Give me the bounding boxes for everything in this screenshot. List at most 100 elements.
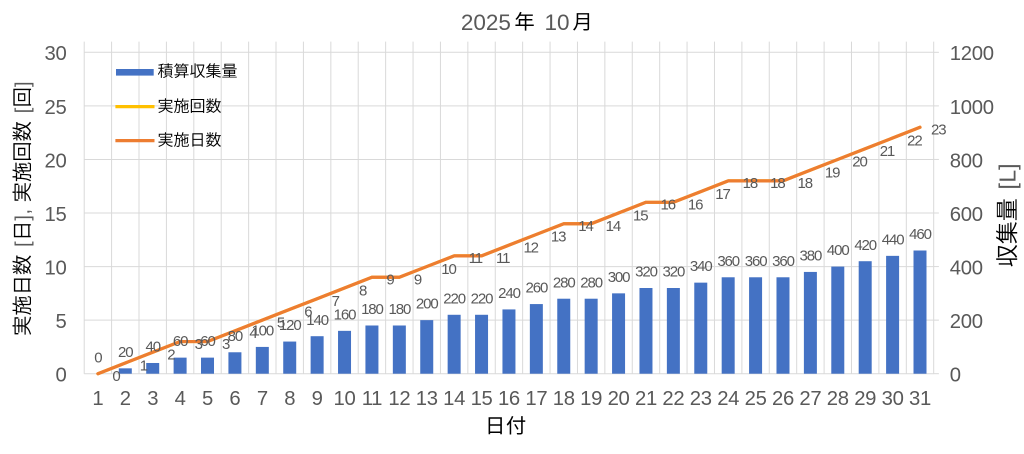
svg-text:4: 4: [249, 325, 257, 342]
svg-text:[: [: [994, 182, 1020, 189]
svg-text:1000: 1000: [950, 97, 994, 119]
svg-text:420: 420: [854, 237, 876, 254]
svg-text:7: 7: [257, 388, 268, 410]
svg-text:25: 25: [45, 97, 67, 119]
svg-text:30: 30: [45, 43, 67, 65]
svg-text:26: 26: [772, 388, 794, 410]
svg-text:14: 14: [443, 388, 465, 410]
svg-text:2: 2: [120, 388, 131, 410]
svg-text:5: 5: [56, 311, 67, 333]
svg-text:9: 9: [386, 272, 394, 289]
svg-text:0: 0: [94, 349, 102, 366]
svg-text:460: 460: [909, 226, 931, 243]
svg-text:20: 20: [852, 154, 867, 171]
svg-text:280: 280: [580, 274, 602, 291]
svg-text:18: 18: [770, 175, 785, 192]
svg-text:[: [: [13, 241, 35, 247]
svg-text:0: 0: [557, 10, 570, 35]
svg-text:6: 6: [304, 304, 312, 321]
svg-text:5: 5: [498, 10, 511, 35]
svg-text:28: 28: [827, 388, 849, 410]
svg-text:24: 24: [717, 388, 739, 410]
svg-text:11: 11: [362, 388, 382, 410]
svg-text:10: 10: [334, 388, 356, 410]
svg-text:31: 31: [909, 388, 931, 410]
svg-text:800: 800: [950, 150, 983, 172]
svg-text:40: 40: [145, 339, 160, 356]
svg-text:4: 4: [175, 388, 186, 410]
svg-text:440: 440: [882, 231, 904, 248]
svg-text:L: L: [994, 170, 1020, 183]
svg-text:260: 260: [525, 280, 547, 297]
svg-text:9: 9: [312, 388, 323, 410]
svg-text:2: 2: [486, 10, 499, 35]
svg-text:240: 240: [498, 285, 520, 302]
svg-text:320: 320: [663, 264, 685, 281]
svg-text:400: 400: [827, 242, 849, 259]
svg-text:60: 60: [173, 333, 188, 350]
svg-text:15: 15: [45, 204, 67, 226]
svg-text:]: ]: [13, 81, 35, 87]
svg-text:3: 3: [147, 388, 158, 410]
svg-text:9: 9: [414, 272, 422, 289]
svg-text:16: 16: [688, 197, 703, 214]
svg-text:10: 10: [441, 261, 456, 278]
svg-text:360: 360: [772, 253, 794, 270]
svg-text:17: 17: [525, 388, 547, 410]
svg-text:6: 6: [229, 388, 240, 410]
svg-text:18: 18: [553, 388, 575, 410]
svg-text:12: 12: [523, 239, 538, 256]
svg-text:220: 220: [443, 290, 465, 307]
svg-text:220: 220: [471, 290, 493, 307]
svg-text:280: 280: [553, 274, 575, 291]
svg-text:380: 380: [800, 248, 822, 265]
svg-text:22: 22: [907, 132, 922, 149]
svg-text:60: 60: [200, 333, 215, 350]
svg-text:23: 23: [690, 388, 712, 410]
svg-text:[: [: [13, 107, 35, 113]
svg-text:160: 160: [334, 306, 356, 323]
svg-text:1: 1: [544, 10, 557, 35]
svg-text:25: 25: [745, 388, 767, 410]
svg-text:0: 0: [473, 10, 486, 35]
svg-text:18: 18: [797, 175, 812, 192]
svg-text:360: 360: [717, 253, 739, 270]
svg-text:7: 7: [332, 293, 340, 310]
svg-text:]: ]: [13, 215, 35, 221]
svg-text:5: 5: [277, 314, 285, 331]
svg-text:320: 320: [635, 264, 657, 281]
svg-text:13: 13: [416, 388, 438, 410]
svg-text:300: 300: [608, 269, 630, 286]
svg-text:340: 340: [690, 258, 712, 275]
svg-text:,: ,: [13, 209, 35, 215]
svg-text:22: 22: [662, 388, 684, 410]
svg-text:19: 19: [825, 164, 840, 181]
svg-text:14: 14: [578, 218, 593, 235]
svg-text:120: 120: [279, 317, 301, 334]
svg-text:16: 16: [660, 197, 675, 214]
svg-text:27: 27: [799, 388, 821, 410]
svg-text:21: 21: [880, 143, 895, 160]
svg-text:200: 200: [416, 296, 438, 313]
svg-text:2: 2: [461, 10, 474, 35]
svg-text:19: 19: [580, 388, 602, 410]
svg-text:11: 11: [469, 250, 483, 267]
svg-text:12: 12: [388, 388, 410, 410]
svg-text:180: 180: [361, 301, 383, 318]
svg-text:8: 8: [359, 282, 367, 299]
svg-text:15: 15: [633, 207, 648, 224]
svg-text:23: 23: [931, 122, 946, 139]
svg-text:140: 140: [306, 312, 328, 329]
svg-text:0: 0: [112, 368, 120, 385]
svg-text:20: 20: [45, 150, 67, 172]
svg-text:20: 20: [118, 344, 133, 361]
svg-text:16: 16: [498, 388, 520, 410]
svg-text:10: 10: [45, 257, 67, 279]
svg-text:8: 8: [284, 388, 295, 410]
svg-text:2: 2: [167, 347, 175, 364]
svg-text:20: 20: [608, 388, 630, 410]
svg-text:29: 29: [854, 388, 876, 410]
svg-text:360: 360: [745, 253, 767, 270]
svg-text:3: 3: [222, 336, 230, 353]
svg-text:1200: 1200: [950, 43, 994, 65]
